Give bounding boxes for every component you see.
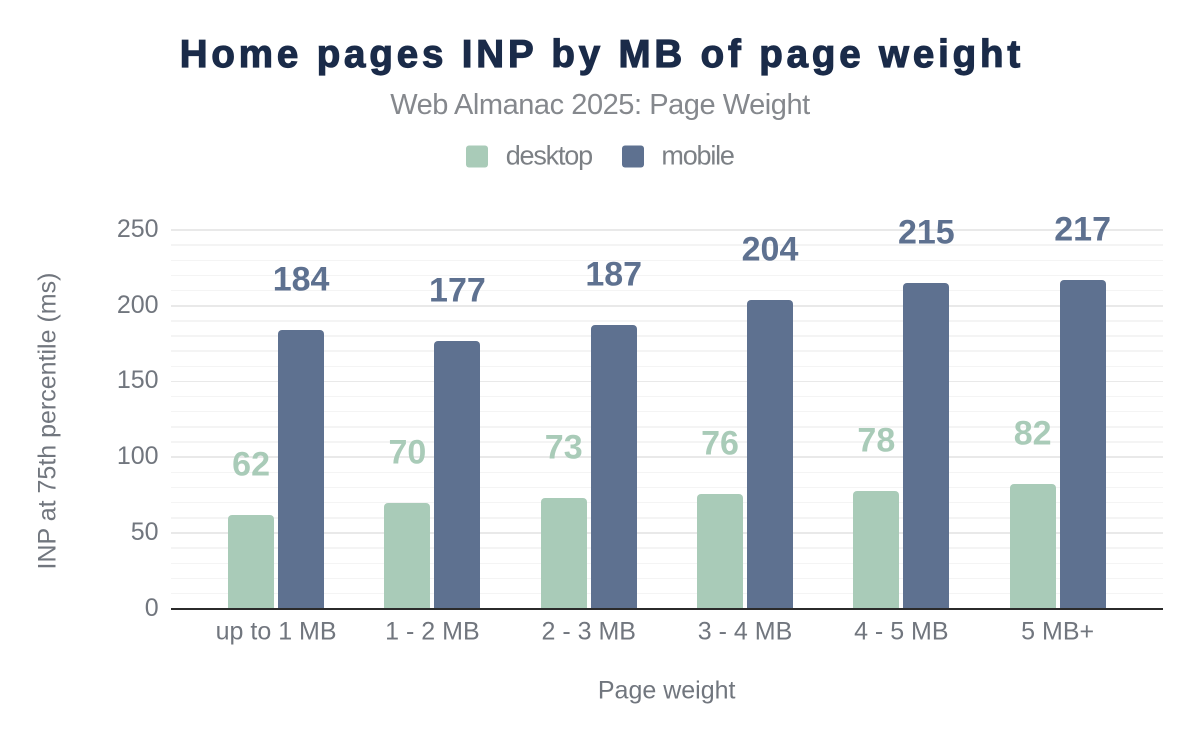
minor-gridline [170,547,1163,549]
minor-gridline [170,244,1163,246]
major-gridline [170,532,1163,534]
minor-gridline [170,335,1163,337]
y-tick-label: 100 [116,442,159,471]
bar-desktop [696,493,744,610]
y-axis-title: INP at 75th percentile (ms) [33,272,61,570]
bar-mobile [590,325,637,610]
minor-gridline [170,441,1163,443]
bar-value-label-mobile: 215 [897,213,955,252]
x-category-label: 1 - 2 MB [385,617,480,645]
minor-gridline [170,274,1163,277]
legend-swatch-desktop [466,145,489,167]
major-gridline [170,304,1163,307]
bar-value-label-desktop: 73 [544,428,583,467]
minor-gridline [170,562,1163,564]
legend-label-desktop: desktop [505,140,593,171]
minor-gridline [170,289,1163,292]
y-tick-label: 50 [130,517,159,546]
y-tick-label: 150 [116,366,159,395]
bar-value-label-desktop: 70 [388,433,427,472]
legend: desktop mobile [0,141,1200,172]
x-category-label: 3 - 4 MB [697,617,793,645]
minor-gridline [170,395,1163,398]
legend-item-desktop: desktop [466,140,593,172]
x-category-label: 4 - 5 MB [854,617,949,645]
bar-desktop [1009,484,1056,610]
legend-label-mobile: mobile [661,140,735,171]
minor-gridline [170,426,1163,428]
y-tick-label: 200 [116,290,159,319]
x-category-label: 2 - 3 MB [541,617,636,645]
x-axis-line [170,607,1163,610]
bar-mobile [434,340,481,610]
bar-desktop [384,502,431,610]
bar-value-label-desktop: 82 [1013,414,1052,453]
bar-desktop [853,490,900,610]
bar-value-label-desktop: 78 [857,421,896,460]
minor-gridline [170,517,1163,519]
bar-value-label-mobile: 184 [272,260,330,299]
minor-gridline [170,486,1163,489]
bar-mobile [1059,279,1106,610]
bar-mobile [278,329,325,610]
bar-mobile [746,299,794,610]
y-tick-label: 0 [144,593,159,622]
x-axis-title: Page weight [597,676,736,704]
legend-swatch-mobile [621,145,644,167]
bar-mobile [903,283,950,610]
bar-value-label-mobile: 204 [741,230,799,269]
major-gridline [170,380,1163,383]
major-gridline [170,229,1163,231]
chart-subtitle: Web Almanac 2025: Page Weight [390,89,810,121]
major-gridline [170,456,1163,459]
x-category-label: up to 1 MB [215,617,337,645]
minor-gridline [170,365,1163,368]
legend-item-mobile: mobile [621,140,735,172]
bar-value-label-mobile: 187 [585,255,643,294]
bar-value-label-mobile: 217 [1054,210,1112,249]
minor-gridline [170,259,1163,261]
bar-value-label-desktop: 62 [232,445,271,484]
minor-gridline [170,471,1163,474]
bar-desktop [228,514,275,610]
bar-desktop [540,498,587,610]
minor-gridline [170,411,1163,413]
y-tick-label: 250 [116,214,159,243]
minor-gridline [170,350,1163,352]
minor-gridline [170,577,1163,580]
bar-value-label-desktop: 76 [701,424,739,463]
minor-gridline [170,501,1163,504]
minor-gridline [170,320,1163,322]
chart-title: Home pages INP by MB of page weight [179,32,1025,76]
minor-gridline [170,592,1163,595]
bar-value-label-mobile: 177 [429,271,486,310]
x-category-label: 5 MB+ [1021,617,1095,645]
